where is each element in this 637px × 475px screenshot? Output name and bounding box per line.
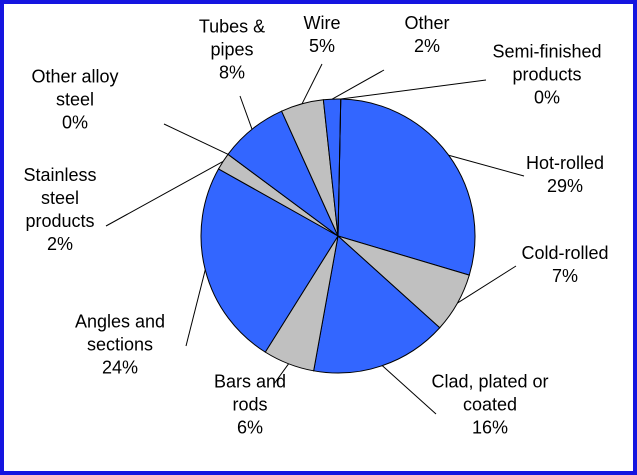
category-label: Wire — [303, 13, 341, 33]
slice-label: Cold-rolled 7% — [495, 242, 635, 288]
leader-line — [185, 269, 206, 347]
slice-label: Angles and sections 24% — [55, 311, 185, 380]
slice-label: Stainless steel products 2% — [10, 164, 110, 256]
category-label: Bars and rods — [213, 371, 287, 415]
pie-canvas — [105, 63, 525, 415]
value-label: 8% — [218, 62, 245, 83]
value-label: 6% — [236, 417, 263, 438]
pie-slice — [313, 235, 441, 374]
slice-label: Hot-rolled 29% — [495, 152, 635, 198]
leader-line — [448, 154, 525, 177]
category-label: Hot-rolled — [525, 153, 605, 173]
slice-label: Wire 5% — [292, 12, 352, 58]
slice-label: Tubes & pipes 8% — [192, 16, 272, 85]
leader-line — [381, 365, 437, 415]
slice-label: Other alloy steel 0% — [15, 66, 135, 135]
category-label: Other alloy steel — [31, 66, 119, 110]
value-label: 2% — [46, 234, 73, 254]
pie-slice — [337, 98, 476, 276]
category-label: Other — [404, 13, 450, 33]
leader-line — [301, 63, 323, 105]
leader-line — [340, 79, 487, 100]
leader-line — [457, 265, 517, 304]
leader-line — [331, 69, 385, 100]
value-label: 0% — [61, 112, 88, 133]
category-label: Stainless steel products — [23, 165, 97, 231]
value-label: 29% — [546, 176, 584, 196]
value-label: 0% — [533, 87, 560, 108]
leader-line — [273, 363, 289, 385]
category-label: Angles and sections — [74, 311, 166, 355]
leader-line — [105, 161, 224, 227]
slice-label: Bars and rods 6% — [205, 371, 295, 440]
category-label: Clad, plated or coated — [431, 371, 549, 415]
category-label: Cold-rolled — [521, 243, 609, 263]
value-label: 2% — [413, 36, 440, 56]
slice-label: Clad, plated or coated 16% — [425, 371, 555, 440]
leader-line — [239, 95, 253, 130]
slice-label: Other 2% — [397, 12, 457, 58]
value-label: 7% — [551, 266, 578, 286]
value-label: 16% — [471, 417, 509, 438]
value-label: 24% — [101, 357, 139, 378]
value-label: 5% — [308, 36, 335, 56]
slice-label: Semi-finished products 0% — [492, 41, 602, 110]
category-label: Tubes & pipes — [198, 16, 266, 60]
leader-line — [163, 123, 229, 155]
category-label: Semi-finished products — [492, 41, 602, 85]
